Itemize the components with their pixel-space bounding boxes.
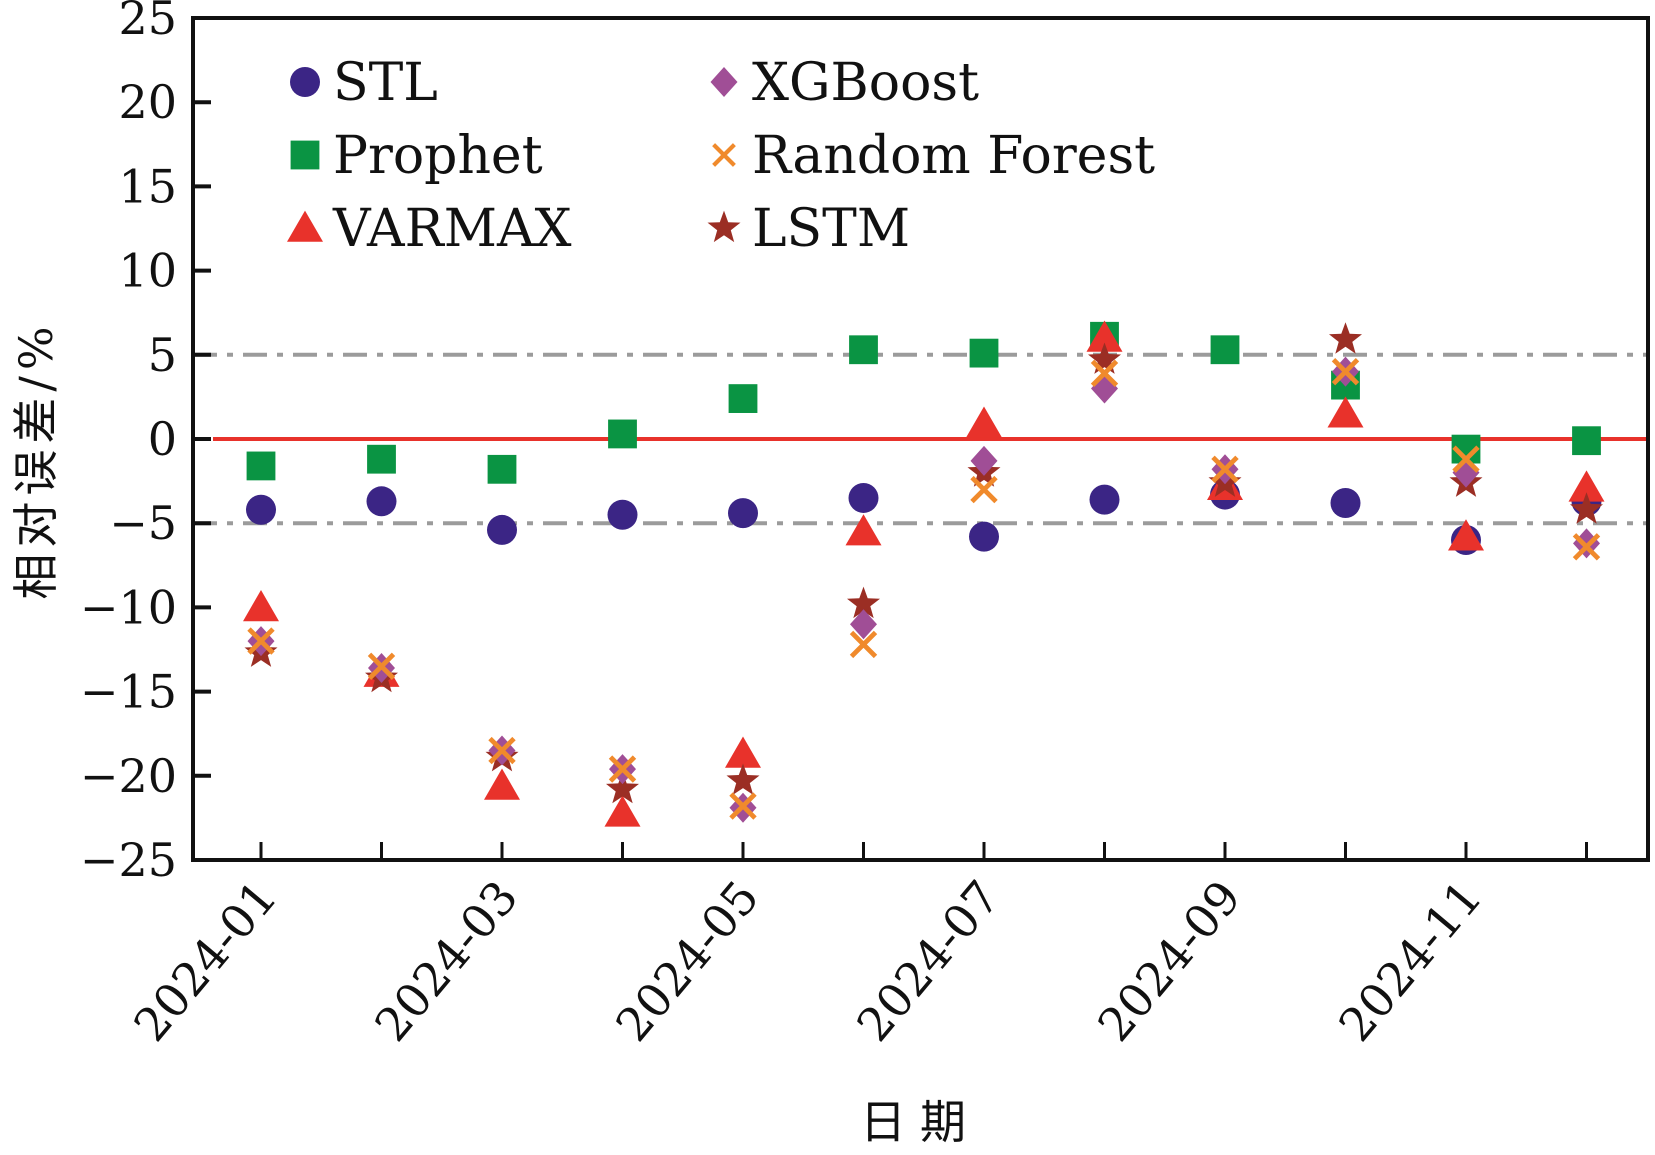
point-x (1452, 445, 1480, 473)
point-circle (728, 498, 758, 529)
point-star (1329, 322, 1362, 354)
point-x (729, 792, 757, 820)
point-square (367, 444, 396, 474)
point-diamond (970, 445, 998, 476)
legend-marker-x (712, 143, 736, 167)
point-x (849, 630, 878, 659)
y-tick-label: 0 (148, 412, 177, 466)
point-triangle (966, 406, 1002, 438)
legend: STL Prophet VARMAX XGBoost Random Forest LSTM (287, 53, 1155, 259)
point-square (849, 335, 878, 365)
point-star (1570, 492, 1603, 524)
point-circle (607, 499, 638, 530)
series-varmax (243, 320, 1605, 827)
legend-label: XGBoost (752, 53, 979, 113)
y-tick-label: 5 (148, 328, 177, 382)
point-square (608, 419, 637, 449)
reference-lines (193, 352, 1648, 526)
point-circle (487, 514, 517, 545)
x-axis-title: 日期 (860, 1095, 980, 1149)
point-triangle (1568, 470, 1605, 502)
series-random-forest (247, 357, 1601, 820)
legend-item: Random Forest (712, 126, 1155, 186)
x-tick-label: 2024-05 (605, 870, 769, 1051)
point-star (606, 771, 639, 804)
point-square (728, 384, 758, 413)
point-triangle (604, 795, 641, 827)
y-tick-label: 25 (118, 0, 177, 45)
x-tick-label: 2024-11 (1328, 870, 1492, 1051)
point-x (1211, 455, 1239, 484)
point-diamond (850, 609, 877, 640)
x-tick-label: 2024-01 (123, 870, 287, 1051)
point-x (1090, 359, 1119, 388)
point-square (1572, 426, 1601, 456)
point-x (367, 652, 396, 681)
point-circle (246, 494, 276, 525)
y-tick-label: −25 (80, 833, 177, 887)
point-triangle (725, 736, 761, 768)
point-star (726, 763, 760, 795)
legend-label: STL (333, 53, 438, 113)
point-circle (969, 521, 999, 552)
point-circle (1330, 487, 1361, 518)
x-tick-label: 2024-07 (846, 870, 1010, 1051)
y-tick-label: −10 (80, 580, 177, 634)
point-triangle (1448, 519, 1484, 551)
series-lstm (244, 322, 1603, 804)
legend-label: Prophet (333, 126, 543, 186)
x-axis: 2024-01 2024-03 2024-05 2024-07 2024-09 2024-… (123, 842, 1588, 1052)
y-axis-title: 相对误差/% (9, 320, 63, 599)
y-tick-label: −20 (80, 749, 177, 803)
point-x (970, 475, 998, 504)
point-circle (1089, 484, 1120, 515)
legend-label: Random Forest (752, 126, 1155, 186)
point-circle (848, 482, 879, 513)
x-tick-label: 2024-03 (364, 870, 528, 1051)
point-x (488, 736, 516, 765)
point-triangle (243, 590, 279, 622)
y-tick-label: 15 (118, 159, 177, 213)
data-points (243, 320, 1605, 827)
legend-marker-triangle (287, 210, 323, 242)
y-tick-label: 10 (118, 244, 177, 298)
point-x (1572, 533, 1601, 561)
point-triangle (1086, 320, 1123, 352)
point-triangle (484, 768, 520, 800)
point-square (1210, 335, 1240, 365)
point-star (1088, 342, 1121, 374)
legend-marker-circle (290, 67, 320, 97)
point-triangle (845, 514, 882, 546)
series-stl (246, 479, 1602, 556)
y-axis: 25 20 15 10 5 0 −5 −10 −15 −20 −25 (80, 0, 211, 887)
point-square (487, 454, 517, 484)
point-x (608, 755, 637, 783)
legend-item: VARMAX (287, 199, 572, 259)
y-tick-label: 20 (118, 75, 177, 129)
point-x (1331, 357, 1360, 386)
point-star (847, 586, 880, 619)
legend-marker-star (707, 210, 741, 243)
y-tick-label: −15 (80, 665, 177, 719)
point-triangle (1327, 396, 1364, 428)
point-x (247, 627, 275, 655)
point-square (246, 451, 276, 481)
point-diamond (1091, 373, 1118, 404)
series-xgboost (247, 356, 1600, 823)
point-square (969, 338, 999, 368)
series-prophet (246, 321, 1601, 484)
legend-marker-square (290, 140, 320, 170)
legend-label: LSTM (752, 199, 910, 259)
legend-marker-diamond (710, 67, 738, 97)
legend-item: STL (290, 53, 438, 113)
x-tick-label: 2024-09 (1087, 870, 1251, 1051)
legend-item: LSTM (707, 199, 910, 259)
point-circle (366, 486, 397, 517)
legend-label: VARMAX (332, 199, 572, 259)
legend-item: Prophet (290, 126, 543, 186)
legend-item: XGBoost (710, 53, 979, 113)
y-tick-label: −5 (109, 496, 177, 550)
